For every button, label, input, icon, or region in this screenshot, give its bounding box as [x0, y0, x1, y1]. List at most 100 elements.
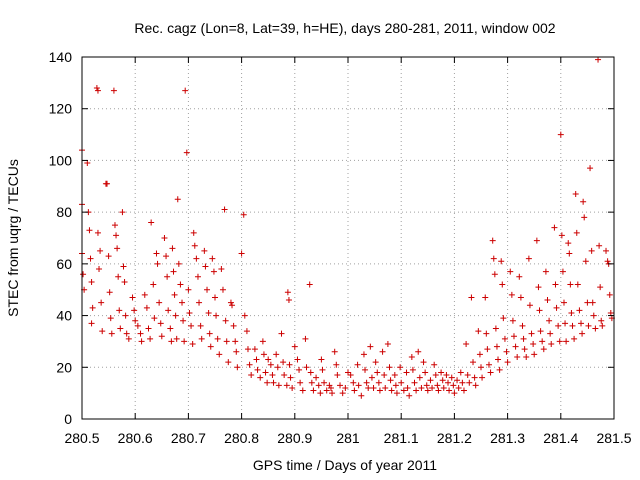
data-point	[391, 372, 398, 379]
data-point	[528, 330, 535, 337]
data-point	[450, 382, 457, 389]
data-point	[523, 353, 530, 360]
data-point	[134, 322, 141, 329]
data-point	[571, 335, 578, 342]
data-point	[415, 348, 422, 355]
data-point	[519, 322, 526, 329]
data-point	[479, 374, 486, 381]
data-point	[560, 299, 567, 306]
data-point	[406, 392, 413, 399]
x-axis-label: GPS time / Days of year 2011	[253, 457, 437, 473]
data-point	[289, 384, 296, 391]
data-points	[79, 56, 615, 399]
data-point	[574, 281, 581, 288]
data-point	[559, 268, 566, 275]
data-point	[598, 317, 605, 324]
data-point	[86, 227, 93, 234]
x-tick-label: 280.6	[118, 430, 153, 446]
data-point	[275, 382, 282, 389]
data-point	[150, 281, 157, 288]
data-point	[568, 309, 575, 316]
data-point	[360, 351, 367, 358]
data-point	[329, 390, 336, 397]
data-point	[189, 341, 196, 348]
y-axis-label: STEC from uqrg / TECUs	[5, 159, 21, 317]
data-point	[227, 299, 234, 306]
data-point	[132, 317, 139, 324]
data-point	[552, 281, 559, 288]
data-point	[597, 284, 604, 291]
data-point	[365, 384, 372, 391]
data-point	[526, 302, 533, 309]
data-point	[111, 222, 118, 229]
data-point	[347, 372, 354, 379]
data-point	[225, 359, 232, 366]
data-point	[501, 335, 508, 342]
data-point	[440, 384, 447, 391]
data-point	[495, 356, 502, 363]
data-point	[251, 346, 258, 353]
data-point	[106, 289, 113, 296]
data-point	[131, 307, 138, 314]
data-point	[355, 382, 362, 389]
data-point	[482, 294, 489, 301]
data-point	[463, 341, 470, 348]
data-point	[246, 361, 253, 368]
data-point	[509, 317, 516, 324]
x-tick-label: 280.8	[224, 430, 259, 446]
data-point	[198, 335, 205, 342]
x-tick-label: 280.7	[171, 430, 206, 446]
data-point	[156, 299, 163, 306]
data-point	[379, 348, 386, 355]
data-point	[169, 245, 176, 252]
data-point	[454, 377, 461, 384]
data-point	[604, 258, 611, 265]
data-point	[535, 284, 542, 291]
data-point	[123, 330, 130, 337]
data-point	[161, 235, 168, 241]
data-point	[489, 237, 496, 244]
data-point	[530, 341, 537, 348]
y-tick-label: 120	[49, 101, 73, 117]
data-point	[177, 281, 184, 288]
data-point	[125, 335, 132, 342]
data-point	[476, 351, 483, 358]
data-point	[257, 374, 264, 381]
data-point	[398, 379, 405, 386]
data-point	[382, 384, 389, 391]
data-point	[122, 312, 129, 319]
data-point	[579, 330, 586, 337]
data-point	[287, 374, 294, 381]
data-point	[163, 253, 170, 260]
axis-ticks: 280.5 280.6 280.7 280.8 280.9 281 281.1 281.2 28…	[49, 49, 632, 446]
data-point	[306, 281, 313, 288]
y-tick-label: 140	[49, 49, 73, 65]
data-point	[363, 379, 370, 386]
data-point	[566, 250, 573, 257]
data-point	[350, 379, 357, 386]
data-point	[209, 255, 216, 262]
data-point	[170, 268, 177, 275]
data-point	[197, 322, 204, 329]
data-point	[173, 335, 180, 342]
data-point	[171, 291, 178, 298]
data-point	[165, 307, 172, 314]
data-point	[148, 219, 155, 226]
data-point	[558, 232, 565, 239]
data-point	[443, 372, 450, 379]
data-point	[536, 307, 543, 314]
data-point	[96, 266, 103, 273]
y-tick-label: 80	[56, 204, 72, 220]
data-point	[321, 379, 328, 386]
data-point	[420, 359, 427, 366]
data-point	[339, 390, 346, 397]
data-point	[229, 302, 236, 309]
data-point	[386, 364, 393, 371]
data-point	[572, 191, 579, 198]
data-point	[438, 369, 445, 376]
data-point	[424, 387, 431, 394]
data-point	[230, 322, 237, 329]
data-point	[84, 160, 91, 167]
data-point	[317, 390, 324, 397]
data-point	[475, 328, 482, 335]
